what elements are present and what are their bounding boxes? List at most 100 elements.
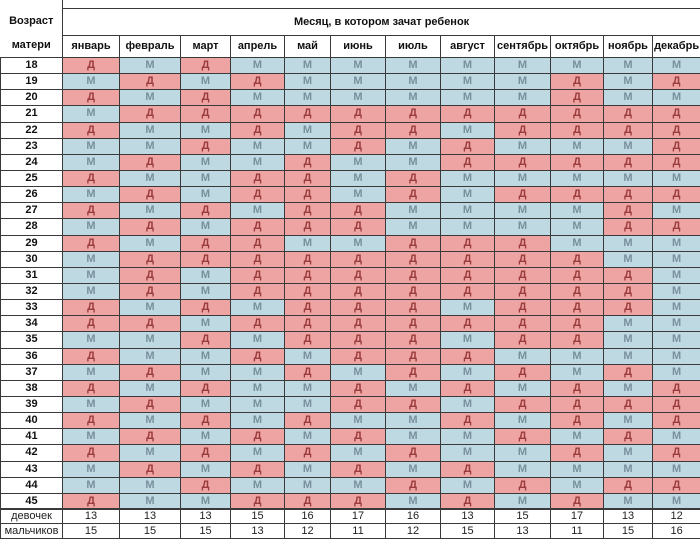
cell-age27-month10: М: [550, 202, 604, 220]
cell-age31-month10: Д: [550, 266, 604, 284]
cell-age22-month8: М: [440, 121, 495, 139]
cell-age45-month10: Д: [550, 492, 604, 510]
cell-age32-month11: Д: [603, 282, 653, 301]
boys-count-month3: 15: [180, 523, 231, 539]
cell-age40-month5: Д: [284, 412, 331, 430]
cell-age25-month3: М: [180, 169, 231, 188]
cell-age29-month12: М: [651, 234, 700, 252]
cell-age18-month8: М: [440, 56, 495, 75]
cell-age26-month3: М: [180, 186, 231, 204]
cell-age28-month2: Д: [119, 218, 181, 236]
cell-age29-month1: Д: [62, 234, 120, 252]
month-header-11: ноябрь: [603, 35, 653, 58]
cell-age40-month3: Д: [180, 412, 231, 430]
cell-age25-month7: Д: [385, 169, 441, 188]
cell-age19-month8: М: [440, 73, 495, 91]
cell-age29-month8: Д: [440, 234, 495, 252]
cell-age42-month3: Д: [180, 444, 231, 462]
cell-age42-month5: Д: [284, 444, 331, 462]
cell-age26-month6: М: [330, 186, 386, 204]
girls-count-month11: 13: [603, 508, 653, 525]
cell-age44-month1: М: [62, 476, 120, 494]
cell-age42-month8: М: [440, 444, 495, 462]
cell-age40-month12: Д: [651, 412, 700, 430]
cell-age43-month2: Д: [119, 460, 181, 478]
cell-age25-month5: Д: [284, 169, 331, 188]
boys-count-month1: 15: [62, 523, 120, 539]
age-label-45: 45: [0, 492, 63, 510]
cell-age18-month10: М: [550, 56, 604, 75]
month-header-2: февраль: [119, 35, 181, 58]
cell-age36-month6: Д: [330, 347, 386, 365]
age-label-25: 25: [0, 169, 63, 188]
girls-count-month3: 13: [180, 508, 231, 525]
cell-age29-month10: М: [550, 234, 604, 252]
cell-age36-month1: Д: [62, 347, 120, 365]
cell-age36-month5: М: [284, 347, 331, 365]
cell-age23-month3: Д: [180, 137, 231, 155]
cell-age40-month6: М: [330, 412, 386, 430]
cell-age24-month10: Д: [550, 153, 604, 171]
cell-age22-month9: Д: [494, 121, 551, 139]
age-label-19: 19: [0, 73, 63, 91]
cell-age24-month6: М: [330, 153, 386, 171]
cell-age33-month2: М: [119, 299, 181, 317]
cell-age22-month3: М: [180, 121, 231, 139]
table-header: Возраст матери Месяц, в котором зачат ре…: [0, 8, 700, 58]
cell-age39-month8: М: [440, 395, 495, 414]
cell-age42-month12: Д: [651, 444, 700, 462]
cell-age40-month8: Д: [440, 412, 495, 430]
cell-age21-month10: Д: [550, 105, 604, 123]
table-row-age-36: 36 Д М М Д М Д Д Д М М М М: [0, 347, 700, 365]
cell-age25-month1: Д: [62, 169, 120, 188]
table-row-age-18: 18 Д М Д М М М М М М М М М: [0, 56, 700, 75]
age-label-28: 28: [0, 218, 63, 236]
cell-age18-month11: М: [603, 56, 653, 75]
cell-age30-month7: Д: [385, 250, 441, 268]
age-label-40: 40: [0, 412, 63, 430]
cell-age30-month12: М: [651, 250, 700, 268]
age-label-27: 27: [0, 202, 63, 220]
cell-age45-month12: М: [651, 492, 700, 510]
cell-age39-month10: Д: [550, 395, 604, 414]
cell-age32-month7: Д: [385, 282, 441, 301]
cell-age30-month11: М: [603, 250, 653, 268]
cell-age42-month10: Д: [550, 444, 604, 462]
cell-age38-month10: Д: [550, 379, 604, 397]
cell-age28-month6: Д: [330, 218, 386, 236]
cell-age42-month2: М: [119, 444, 181, 462]
header-row-months: январь февраль март апрель май июнь июль август…: [1, 35, 700, 58]
girls-count-month9: 15: [494, 508, 551, 525]
cell-age36-month11: М: [603, 347, 653, 365]
cell-age26-month8: М: [440, 186, 495, 204]
cell-age24-month4: М: [230, 153, 285, 171]
cell-age31-month2: Д: [119, 266, 181, 284]
cell-age21-month2: Д: [119, 105, 181, 123]
cell-age42-month4: М: [230, 444, 285, 462]
girls-count-month4: 15: [230, 508, 285, 525]
boys-count-month4: 13: [230, 523, 285, 539]
cell-age24-month3: М: [180, 153, 231, 171]
cell-age33-month6: Д: [330, 299, 386, 317]
cell-age31-month7: Д: [385, 266, 441, 284]
cell-age43-month4: Д: [230, 460, 285, 478]
cell-age37-month9: Д: [494, 363, 551, 381]
cell-age35-month9: Д: [494, 331, 551, 349]
cell-age27-month3: Д: [180, 202, 231, 220]
cell-age21-month9: Д: [494, 105, 551, 123]
cell-age29-month5: М: [284, 234, 331, 252]
cell-age23-month12: Д: [651, 137, 700, 155]
cell-age25-month8: М: [440, 169, 495, 188]
cell-age33-month10: Д: [550, 299, 604, 317]
cell-age27-month4: М: [230, 202, 285, 220]
cell-age37-month2: Д: [119, 363, 181, 381]
cell-age39-month12: Д: [651, 395, 700, 414]
cell-age23-month5: М: [284, 137, 331, 155]
cell-age27-month8: М: [440, 202, 495, 220]
table-row-age-22: 22 Д М М Д М Д Д М Д Д Д Д: [0, 121, 700, 139]
cell-age27-month7: М: [385, 202, 441, 220]
month-axis-title: Месяц, в котором зачат ребенок: [61, 8, 700, 36]
cell-age19-month6: М: [330, 73, 386, 91]
cell-age24-month2: Д: [119, 153, 181, 171]
cell-age21-month5: Д: [284, 105, 331, 123]
